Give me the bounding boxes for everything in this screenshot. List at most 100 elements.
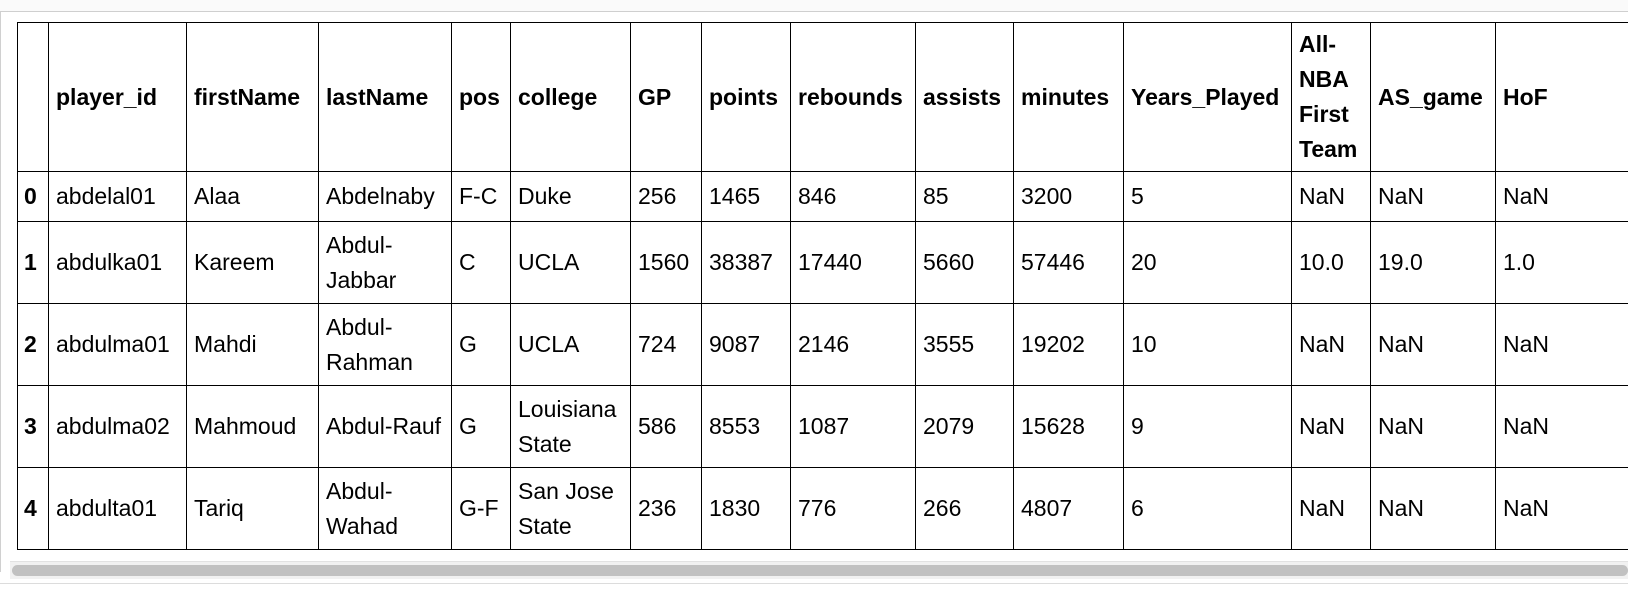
cell-player-id: abdulma02 (48, 385, 187, 468)
cell-as-game: NaN (1370, 303, 1496, 386)
cell-first-name: Alaa (186, 171, 319, 222)
cell-as-game: NaN (1370, 467, 1496, 550)
cell-all-nba-first-team: NaN (1291, 467, 1371, 550)
cell-minutes: 3200 (1013, 171, 1124, 222)
cell-player-id: abdelal01 (48, 171, 187, 222)
cell-all-nba-first-team: NaN (1291, 385, 1371, 468)
cell-last-name: Abdul-Wahad (318, 467, 452, 550)
table-row: 1 abdulka01 Kareem Abdul-Jabbar C UCLA 1… (17, 221, 1628, 304)
cell-assists: 5660 (915, 221, 1014, 304)
table-row: 0 abdelal01 Alaa Abdelnaby F-C Duke 256 … (17, 171, 1628, 222)
header-assists: assists (915, 22, 1014, 172)
cell-gp: 236 (630, 467, 702, 550)
cell-hof: 1.0 (1495, 221, 1628, 304)
header-minutes: minutes (1013, 22, 1124, 172)
cell-hof: NaN (1495, 171, 1628, 222)
horizontal-scrollbar-thumb[interactable] (12, 565, 1628, 576)
cell-college: Duke (510, 171, 631, 222)
row-index: 4 (17, 467, 49, 550)
cell-last-name: Abdelnaby (318, 171, 452, 222)
cell-first-name: Mahmoud (186, 385, 319, 468)
cell-as-game: NaN (1370, 171, 1496, 222)
cell-points: 9087 (701, 303, 791, 386)
cell-years-played: 6 (1123, 467, 1292, 550)
cell-years-played: 20 (1123, 221, 1292, 304)
cell-hof: NaN (1495, 303, 1628, 386)
cell-gp: 1560 (630, 221, 702, 304)
header-as-game: AS_game (1370, 22, 1496, 172)
header-player-id: player_id (48, 22, 187, 172)
cell-as-game: 19.0 (1370, 221, 1496, 304)
table-row: 2 abdulma01 Mahdi Abdul-Rahman G UCLA 72… (17, 303, 1628, 386)
cell-gp: 724 (630, 303, 702, 386)
header-index (17, 22, 49, 172)
table-row: 3 abdulma02 Mahmoud Abdul-Rauf G Louisia… (17, 385, 1628, 468)
cell-minutes: 19202 (1013, 303, 1124, 386)
cell-last-name: Abdul-Jabbar (318, 221, 452, 304)
dataframe-output[interactable]: player_id firstName lastName pos college… (0, 12, 1628, 572)
cell-player-id: abdulta01 (48, 467, 187, 550)
cell-all-nba-first-team: NaN (1291, 303, 1371, 386)
horizontal-scrollbar[interactable] (10, 561, 1628, 579)
header-college: college (510, 22, 631, 172)
cell-bottom-border (0, 583, 1628, 584)
cell-points: 1465 (701, 171, 791, 222)
cell-college: San Jose State (510, 467, 631, 550)
cell-minutes: 15628 (1013, 385, 1124, 468)
row-index: 0 (17, 171, 49, 222)
table-row: 4 abdulta01 Tariq Abdul-Wahad G-F San Jo… (17, 467, 1628, 550)
cell-points: 8553 (701, 385, 791, 468)
cell-points: 38387 (701, 221, 791, 304)
header-pos: pos (451, 22, 511, 172)
header-gp: GP (630, 22, 702, 172)
header-all-nba-first-team: All-NBA First Team (1291, 22, 1371, 172)
cell-college: Louisiana State (510, 385, 631, 468)
cell-assists: 2079 (915, 385, 1014, 468)
cell-player-id: abdulka01 (48, 221, 187, 304)
cell-points: 1830 (701, 467, 791, 550)
dataframe-table: player_id firstName lastName pos college… (17, 22, 1628, 550)
cell-first-name: Mahdi (186, 303, 319, 386)
header-hof: HoF (1495, 22, 1628, 172)
cell-pos: G (451, 385, 511, 468)
header-points: points (701, 22, 791, 172)
cell-pos: F-C (451, 171, 511, 222)
cell-player-id: abdulma01 (48, 303, 187, 386)
cell-pos: G (451, 303, 511, 386)
cell-years-played: 5 (1123, 171, 1292, 222)
cell-gp: 256 (630, 171, 702, 222)
cell-last-name: Abdul-Rauf (318, 385, 452, 468)
cell-rebounds: 1087 (790, 385, 916, 468)
header-rebounds: rebounds (790, 22, 916, 172)
cell-minutes: 57446 (1013, 221, 1124, 304)
cell-bottom-area (0, 580, 1628, 612)
cell-as-game: NaN (1370, 385, 1496, 468)
row-index: 3 (17, 385, 49, 468)
cell-years-played: 10 (1123, 303, 1292, 386)
cell-first-name: Tariq (186, 467, 319, 550)
cell-pos: C (451, 221, 511, 304)
cell-pos: G-F (451, 467, 511, 550)
header-first-name: firstName (186, 22, 319, 172)
cell-minutes: 4807 (1013, 467, 1124, 550)
cell-assists: 266 (915, 467, 1014, 550)
cell-rebounds: 776 (790, 467, 916, 550)
cell-college: UCLA (510, 221, 631, 304)
header-row: player_id firstName lastName pos college… (17, 22, 1628, 172)
cell-college: UCLA (510, 303, 631, 386)
cell-rebounds: 846 (790, 171, 916, 222)
cell-assists: 85 (915, 171, 1014, 222)
cell-assists: 3555 (915, 303, 1014, 386)
cell-rebounds: 17440 (790, 221, 916, 304)
cell-last-name: Abdul-Rahman (318, 303, 452, 386)
row-index: 1 (17, 221, 49, 304)
cell-years-played: 9 (1123, 385, 1292, 468)
cell-rebounds: 2146 (790, 303, 916, 386)
cell-first-name: Kareem (186, 221, 319, 304)
cell-all-nba-first-team: NaN (1291, 171, 1371, 222)
cell-top-border (0, 0, 1628, 12)
cell-hof: NaN (1495, 385, 1628, 468)
cell-gp: 586 (630, 385, 702, 468)
cell-all-nba-first-team: 10.0 (1291, 221, 1371, 304)
